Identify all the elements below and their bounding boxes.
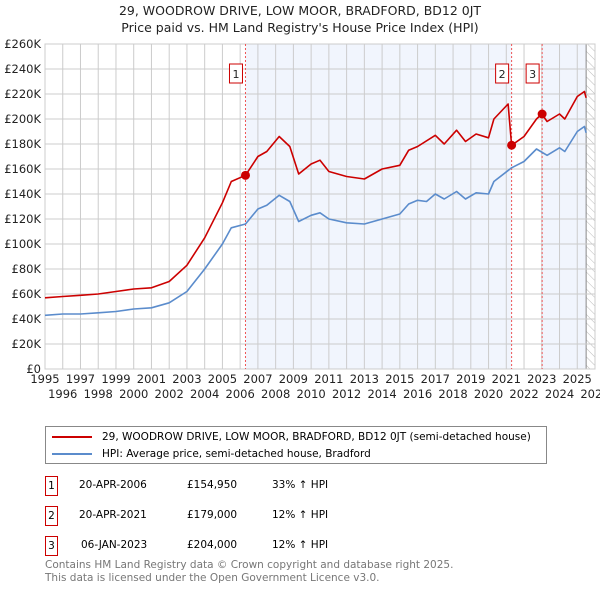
x-tick-label: 2006: [226, 387, 255, 401]
y-tick-label: £60K: [12, 287, 42, 301]
x-tick-label: 2019: [456, 372, 485, 386]
transaction-price: £154,950: [187, 479, 238, 491]
transaction-marker: 2: [45, 506, 58, 526]
x-tick-label: 2011: [314, 372, 343, 386]
transaction-marker: 3: [45, 536, 58, 556]
x-tick-label: 2016: [403, 387, 432, 401]
price-chart: 1995199619971998199920002001200220032004…: [4, 37, 600, 401]
footer: Contains HM Land Registry data © Crown c…: [45, 559, 453, 585]
y-tick-label: £0: [26, 362, 41, 376]
x-tick-label: 2025: [563, 372, 592, 386]
sale-label-box: 2: [495, 63, 510, 84]
legend: 29, WOODROW DRIVE, LOW MOOR, BRADFORD, B…: [45, 426, 547, 464]
x-tick-label: 2012: [332, 387, 361, 401]
y-tick-label: £240K: [4, 62, 41, 76]
x-tick-label: 2009: [279, 372, 308, 386]
x-tick-label: 2026: [580, 387, 600, 401]
x-tick-label: 1996: [48, 387, 77, 401]
transaction-date: 20-APR-2021: [79, 509, 147, 521]
footer-licence: This data is licensed under the Open Gov…: [45, 572, 380, 584]
y-tick-label: £200K: [4, 112, 41, 126]
y-tick-label: £40K: [12, 312, 42, 326]
x-tick-label: 2018: [438, 387, 467, 401]
y-tick-label: £20K: [12, 337, 42, 351]
sale-label: 1: [232, 68, 239, 81]
transaction-hpi: 12% ↑ HPI: [272, 509, 329, 521]
sale-label-border: [525, 63, 540, 84]
sale-label-border: [495, 63, 510, 84]
x-tick-label: 2013: [350, 372, 379, 386]
y-tick-label: £260K: [4, 37, 41, 51]
sale-label-box: 3: [525, 63, 540, 84]
legend-swatch-hpi: [52, 453, 92, 455]
sale-point: [537, 109, 547, 119]
x-tick-label: 2020: [474, 387, 503, 401]
legend-swatch-property: [52, 436, 92, 438]
x-tick-label: 2001: [137, 372, 166, 386]
x-tick-label: 1999: [101, 372, 130, 386]
transaction-hpi: 33% ↑ HPI: [272, 479, 329, 491]
legend-label-property: 29, WOODROW DRIVE, LOW MOOR, BRADFORD, B…: [102, 431, 531, 443]
legend-item-property: 29, WOODROW DRIVE, LOW MOOR, BRADFORD, B…: [46, 429, 531, 445]
chart-title: 29, WOODROW DRIVE, LOW MOOR, BRADFORD, B…: [118, 3, 482, 18]
transaction-marker: 1: [45, 476, 58, 496]
x-tick-label: 2008: [261, 387, 290, 401]
y-tick-label: £120K: [4, 212, 41, 226]
x-tick-label: 1995: [30, 372, 59, 386]
x-tick-label: 1997: [66, 372, 95, 386]
y-tick-label: £80K: [12, 262, 42, 276]
x-tick-label: 2014: [367, 387, 396, 401]
x-tick-label: 2010: [296, 387, 325, 401]
y-tick-label: £160K: [4, 162, 41, 176]
y-tick-label: £100K: [4, 237, 41, 251]
forecast-hatch: [586, 44, 595, 369]
x-tick-label: 2000: [119, 387, 148, 401]
chart-subtitle: Price paid vs. HM Land Registry's House …: [121, 20, 479, 35]
x-tick-label: 2015: [385, 372, 414, 386]
sale-label: 3: [529, 68, 536, 81]
x-tick-label: 2005: [208, 372, 237, 386]
shaded-period: [245, 44, 512, 369]
x-tick-label: 2007: [243, 372, 272, 386]
x-tick-label: 2023: [527, 372, 556, 386]
x-tick-label: 2004: [190, 387, 219, 401]
sale-label-box: 1: [228, 63, 243, 84]
y-tick-label: £140K: [4, 187, 41, 201]
x-tick-label: 2017: [421, 372, 450, 386]
footer-copyright: Contains HM Land Registry data © Crown c…: [45, 559, 454, 571]
x-tick-label: 2024: [545, 387, 574, 401]
transaction-price: £204,000: [187, 539, 238, 551]
sale-label: 2: [499, 68, 506, 81]
x-tick-label: 2022: [509, 387, 538, 401]
y-tick-label: £180K: [4, 137, 41, 151]
shaded-period: [542, 44, 587, 369]
sale-point: [507, 140, 517, 150]
sale-label-border: [228, 63, 243, 84]
x-tick-label: 2021: [492, 372, 521, 386]
legend-label-hpi: HPI: Average price, semi-detached house,…: [102, 448, 371, 460]
x-tick-label: 2003: [172, 372, 201, 386]
transaction-price: £179,000: [187, 509, 238, 521]
y-tick-label: £220K: [4, 87, 41, 101]
legend-item-hpi: HPI: Average price, semi-detached house,…: [46, 446, 371, 462]
transaction-date: 06-JAN-2023: [81, 539, 148, 551]
property-price-line: [44, 90, 587, 299]
x-tick-label: 1998: [84, 387, 113, 401]
x-tick-label: 2002: [155, 387, 184, 401]
plot-border: [44, 43, 596, 370]
transaction-date: 20-APR-2006: [79, 479, 147, 491]
hpi-line: [44, 125, 587, 317]
transaction-hpi: 12% ↑ HPI: [272, 539, 329, 551]
sale-point: [240, 170, 250, 180]
